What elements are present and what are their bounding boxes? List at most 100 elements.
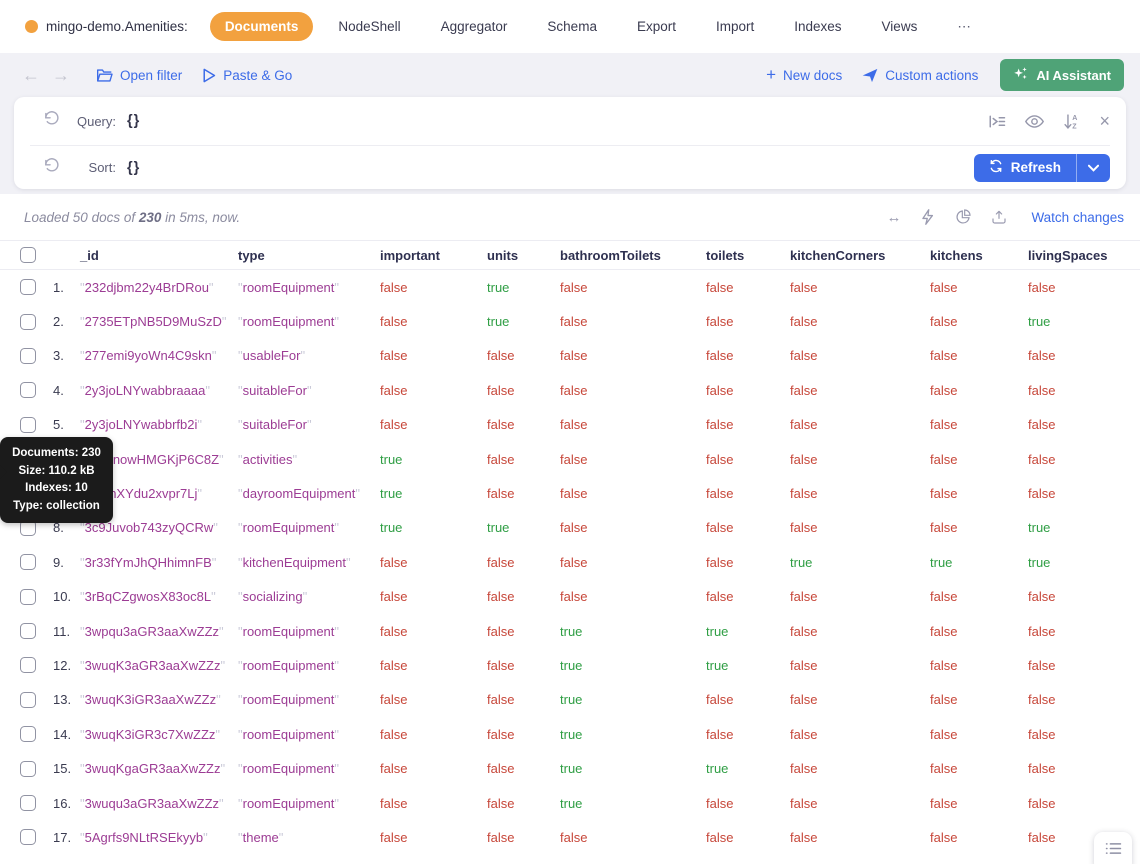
- custom-actions-button[interactable]: Custom actions: [862, 68, 978, 83]
- cell-id[interactable]: "2y3joLNYwabbrfb2i": [80, 417, 202, 433]
- cell-bathroomToilets[interactable]: true: [560, 795, 583, 811]
- query-input[interactable]: {}: [127, 113, 141, 129]
- refresh-options-caret[interactable]: [1077, 153, 1110, 182]
- column-header-units[interactable]: units: [487, 247, 519, 263]
- watch-changes-link[interactable]: Watch changes: [1031, 209, 1124, 225]
- cell-livingSpaces[interactable]: false: [1028, 451, 1056, 467]
- cell-type[interactable]: "roomEquipment": [238, 726, 340, 742]
- cell-units[interactable]: false: [487, 417, 515, 433]
- cell-units[interactable]: true: [487, 279, 510, 295]
- cell-type[interactable]: "roomEquipment": [238, 279, 340, 295]
- cell-important[interactable]: false: [380, 348, 408, 364]
- cell-important[interactable]: false: [380, 623, 408, 639]
- ai-assistant-button[interactable]: AI Assistant: [1000, 59, 1124, 91]
- row-checkbox[interactable]: [20, 554, 36, 571]
- cell-kitchenCorners[interactable]: false: [790, 279, 818, 295]
- cell-important[interactable]: false: [380, 279, 408, 295]
- cell-toilets[interactable]: true: [706, 623, 729, 639]
- cell-livingSpaces[interactable]: false: [1028, 726, 1056, 742]
- sort-history-icon[interactable]: [43, 157, 60, 179]
- row-checkbox[interactable]: [20, 347, 36, 364]
- cell-type[interactable]: "dayroomEquipment": [238, 486, 360, 502]
- table-row[interactable]: 4. "2y3joLNYwabbraaaa" "suitableFor" false f…: [0, 373, 1140, 407]
- row-checkbox[interactable]: [20, 760, 36, 777]
- cell-kitchens[interactable]: false: [930, 451, 958, 467]
- sort-input[interactable]: {}: [127, 159, 141, 176]
- cell-units[interactable]: false: [487, 451, 515, 467]
- cell-kitchens[interactable]: false: [930, 761, 958, 777]
- cell-kitchens[interactable]: false: [930, 795, 958, 811]
- row-checkbox[interactable]: [20, 623, 36, 640]
- cell-livingSpaces[interactable]: false: [1028, 348, 1056, 364]
- cell-toilets[interactable]: false: [706, 692, 734, 708]
- cell-kitchens[interactable]: false: [930, 692, 958, 708]
- cell-id[interactable]: "3wuqK3iGR3aaXwZZz": [80, 692, 221, 708]
- cell-bathroomToilets[interactable]: false: [560, 417, 588, 433]
- cell-type[interactable]: "kitchenEquipment": [238, 554, 351, 570]
- cell-livingSpaces[interactable]: false: [1028, 657, 1056, 673]
- cell-kitchens[interactable]: false: [930, 486, 958, 502]
- new-docs-button[interactable]: + New docs: [766, 65, 843, 84]
- cell-kitchenCorners[interactable]: false: [790, 348, 818, 364]
- tab-views[interactable]: Views: [881, 19, 918, 34]
- cell-kitchenCorners[interactable]: false: [790, 417, 818, 433]
- column-header-toilets[interactable]: toilets: [706, 247, 745, 263]
- cell-livingSpaces[interactable]: false: [1028, 486, 1056, 502]
- cell-type[interactable]: "suitableFor": [238, 382, 312, 398]
- cell-units[interactable]: false: [487, 692, 515, 708]
- cell-livingSpaces[interactable]: false: [1028, 589, 1056, 605]
- paste-and-go-button[interactable]: Paste & Go: [202, 68, 292, 83]
- cell-toilets[interactable]: true: [706, 761, 729, 777]
- table-row[interactable]: 15. "3wuqKgaGR3aaXwZZz" "roomEquipment" fal…: [0, 751, 1140, 785]
- table-row[interactable]: 13. "3wuqK3iGR3aaXwZZz" "roomEquipment" fal…: [0, 683, 1140, 717]
- history-forward-icon[interactable]: →: [52, 64, 70, 85]
- clear-query-icon[interactable]: ×: [1099, 110, 1110, 131]
- table-row[interactable]: 10. "3rBqCZgwosX83oc8L" "socializing" false…: [0, 580, 1140, 614]
- cell-type[interactable]: "roomEquipment": [238, 520, 340, 536]
- cell-bathroomToilets[interactable]: false: [560, 520, 588, 536]
- cell-kitchenCorners[interactable]: false: [790, 382, 818, 398]
- cell-kitchens[interactable]: false: [930, 829, 958, 845]
- cell-type[interactable]: "roomEquipment": [238, 657, 340, 673]
- explain-query-icon[interactable]: [988, 114, 1006, 129]
- cell-units[interactable]: false: [487, 657, 515, 673]
- cell-type[interactable]: "roomEquipment": [238, 314, 340, 330]
- cell-units[interactable]: false: [487, 486, 515, 502]
- cell-kitchens[interactable]: false: [930, 726, 958, 742]
- cell-toilets[interactable]: false: [706, 382, 734, 398]
- cell-livingSpaces[interactable]: true: [1028, 314, 1051, 330]
- cell-bathroomToilets[interactable]: false: [560, 451, 588, 467]
- column-header-livingSpaces[interactable]: livingSpaces: [1028, 247, 1108, 263]
- cell-units[interactable]: false: [487, 795, 515, 811]
- table-row[interactable]: 11. "3wpqu3aGR3aaXwZZz" "roomEquipment" fal…: [0, 614, 1140, 648]
- tab-export[interactable]: Export: [636, 19, 676, 34]
- cell-kitchens[interactable]: false: [930, 623, 958, 639]
- cell-bathroomToilets[interactable]: true: [560, 692, 583, 708]
- cell-livingSpaces[interactable]: false: [1028, 623, 1056, 639]
- cell-bathroomToilets[interactable]: false: [560, 279, 588, 295]
- cell-toilets[interactable]: false: [706, 520, 734, 536]
- cell-toilets[interactable]: false: [706, 417, 734, 433]
- cell-id[interactable]: "277emi9yoWn4C9skn": [80, 348, 217, 364]
- cell-important[interactable]: true: [380, 486, 403, 502]
- cell-livingSpaces[interactable]: false: [1028, 761, 1056, 777]
- cell-kitchenCorners[interactable]: false: [790, 451, 818, 467]
- column-header-kitchenCorners[interactable]: kitchenCorners: [790, 247, 886, 263]
- cell-livingSpaces[interactable]: false: [1028, 417, 1056, 433]
- cell-livingSpaces[interactable]: false: [1028, 829, 1056, 845]
- cell-bathroomToilets[interactable]: true: [560, 657, 583, 673]
- column-header-type[interactable]: type: [238, 247, 265, 263]
- row-checkbox[interactable]: [20, 279, 36, 296]
- cell-important[interactable]: true: [380, 451, 403, 467]
- refresh-button[interactable]: Refresh: [973, 153, 1077, 182]
- cell-important[interactable]: true: [380, 520, 403, 536]
- cell-toilets[interactable]: false: [706, 314, 734, 330]
- cell-bathroomToilets[interactable]: true: [560, 623, 583, 639]
- cell-kitchenCorners[interactable]: false: [790, 520, 818, 536]
- tab-aggregator[interactable]: Aggregator: [440, 19, 508, 34]
- select-all-checkbox[interactable]: [20, 247, 36, 263]
- cell-id[interactable]: "5Agrfs9NLtRSEkyyb": [80, 829, 208, 845]
- cell-kitchens[interactable]: false: [930, 520, 958, 536]
- cell-toilets[interactable]: false: [706, 554, 734, 570]
- cell-toilets[interactable]: false: [706, 829, 734, 845]
